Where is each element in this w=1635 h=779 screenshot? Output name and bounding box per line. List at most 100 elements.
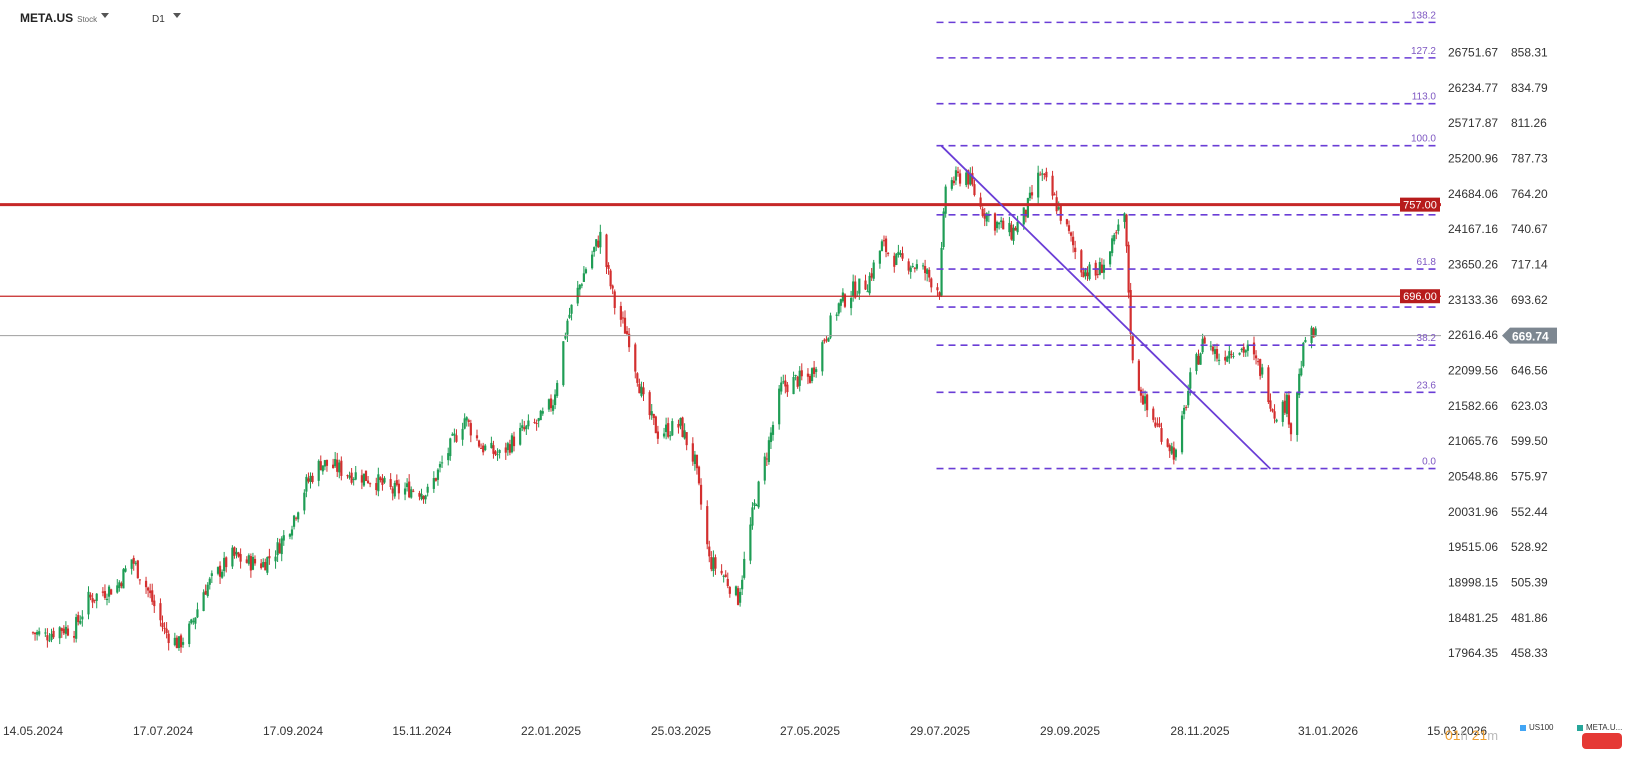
candle-body [952, 180, 955, 184]
symbol-dropdown-chevron-icon[interactable] [101, 13, 109, 18]
candle-body [202, 592, 205, 612]
trend-line[interactable] [940, 145, 1272, 470]
candle-body [1045, 171, 1048, 178]
candle-body [455, 435, 458, 442]
candle-body [66, 628, 70, 636]
candle-body [734, 586, 738, 596]
y-axis-tick-label: 646.56 [1511, 363, 1548, 377]
candle-body [993, 213, 997, 231]
candle-body [769, 432, 773, 443]
candle-body [607, 265, 610, 269]
candle-body [1172, 447, 1175, 460]
candle-body [1129, 290, 1132, 334]
candle-body [841, 292, 844, 302]
candle-body [393, 483, 396, 497]
candle-body [827, 337, 830, 342]
candle-body [1240, 348, 1243, 351]
candle-body [1242, 347, 1245, 353]
candle-body [1238, 352, 1241, 355]
candle-body [1088, 264, 1091, 280]
candle-body [1213, 349, 1217, 354]
alert-button[interactable] [1582, 733, 1622, 749]
candle-body [973, 184, 976, 196]
candle-body [138, 579, 141, 581]
legend-item-meta[interactable]: META.U... [1577, 723, 1622, 732]
horizontal-level-tag [1400, 197, 1440, 212]
candle-body [181, 642, 185, 645]
legend-item-us100[interactable]: US100 [1520, 723, 1553, 732]
candle-body [784, 380, 787, 387]
candle-body [379, 477, 382, 481]
horizontal-level-label: 757.00 [1403, 200, 1437, 212]
candle-body [798, 370, 801, 386]
candle-body [965, 172, 968, 186]
candle-body [527, 420, 530, 427]
candle-body [1065, 219, 1069, 225]
candle-body [1232, 355, 1235, 357]
candle-body [389, 479, 392, 488]
candle-body [921, 265, 925, 267]
candle-body [1314, 328, 1317, 336]
candle-body [1187, 391, 1190, 406]
candle-body [278, 543, 281, 554]
candle-body [665, 424, 668, 433]
candle-body [264, 562, 267, 571]
timer-hours-unit: h [1460, 728, 1468, 743]
candle-body [52, 630, 55, 638]
symbol-selector[interactable]: META.US Stock [20, 11, 97, 25]
candle-body [613, 291, 616, 308]
candle-body [1254, 355, 1258, 359]
candle-body [364, 470, 368, 481]
candle-body [1014, 227, 1017, 231]
candle-body [319, 461, 322, 471]
candle-body [936, 287, 939, 291]
candle-body [412, 490, 415, 492]
candle-body [204, 590, 207, 595]
candle-body [64, 626, 67, 634]
candle-body [525, 425, 528, 430]
y-axis-index-label: 21065.76 [1448, 434, 1498, 448]
candle-body [190, 619, 193, 624]
y-axis-tick-label: 575.97 [1511, 469, 1548, 483]
candle-body [95, 593, 98, 601]
candle-body [878, 250, 881, 264]
candle-body [839, 299, 842, 306]
candle-body [981, 208, 984, 216]
candle-body [757, 481, 760, 508]
candle-body [541, 411, 544, 414]
y-axis-tick-label: 764.20 [1511, 187, 1548, 201]
candle-body [350, 472, 353, 483]
timeframe-dropdown-chevron-icon[interactable] [173, 13, 181, 18]
candle-body [829, 315, 832, 338]
candle-countdown-timer: 01h 21m [1445, 727, 1498, 743]
candle-body [1057, 207, 1060, 210]
candle-body [44, 632, 47, 634]
candle-body [954, 170, 958, 181]
candle-body [103, 591, 107, 598]
candle-body [708, 546, 711, 557]
candle-body [597, 240, 600, 248]
candle-body [866, 291, 869, 293]
candle-body [105, 598, 109, 601]
candle-body [436, 469, 440, 480]
candle-body [623, 317, 627, 334]
candle-body [101, 591, 104, 593]
candle-body [815, 369, 818, 372]
candle-body [1259, 359, 1262, 376]
candle-body [346, 475, 349, 477]
candles-group [31, 165, 1317, 653]
candle-body [638, 383, 641, 394]
candle-body [484, 445, 487, 451]
candle-body [743, 558, 746, 578]
timer-minutes-unit: m [1487, 728, 1499, 743]
candle-body [1080, 250, 1083, 273]
y-axis-tick-label: 787.73 [1511, 151, 1548, 165]
candle-body [1180, 415, 1184, 453]
timeframe-selector[interactable]: D1 [152, 14, 165, 25]
candle-body [426, 486, 429, 493]
y-axis-tick-label: 693.62 [1511, 293, 1548, 307]
candle-body [463, 418, 466, 429]
candle-body [295, 517, 298, 519]
candle-body [422, 495, 425, 500]
